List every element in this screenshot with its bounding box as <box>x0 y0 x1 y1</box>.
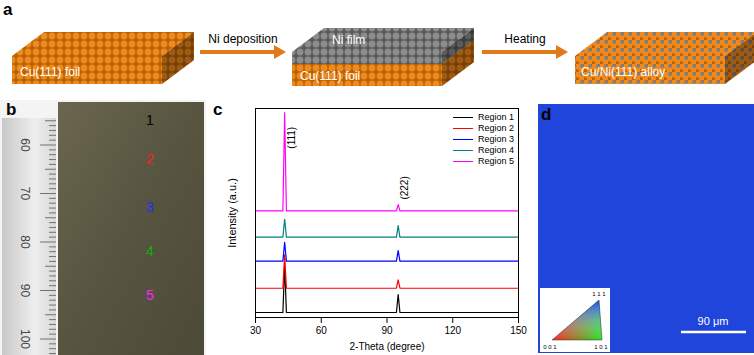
html-text:Region 1: Region 1 <box>478 112 514 122</box>
svg-text:1 0 1: 1 0 1 <box>594 344 608 350</box>
html-text:Region 5: Region 5 <box>478 156 514 166</box>
svg-text:30: 30 <box>250 325 262 336</box>
svg-text:90: 90 <box>381 325 393 336</box>
svg-text:90: 90 <box>18 284 32 298</box>
html-text:Region 2: Region 2 <box>478 123 514 133</box>
svg-text:d: d <box>541 105 551 124</box>
svg-text:60: 60 <box>18 138 32 152</box>
svg-text:4: 4 <box>146 243 154 259</box>
svg-text:2: 2 <box>146 151 154 167</box>
svg-text:a: a <box>3 0 13 19</box>
svg-text:Heating: Heating <box>504 32 545 46</box>
svg-text:Ni film: Ni film <box>332 33 365 47</box>
svg-text:90 μm: 90 μm <box>698 315 729 327</box>
svg-text:70: 70 <box>18 187 32 201</box>
svg-text:60: 60 <box>316 325 328 336</box>
svg-text:Cu(111) foil: Cu(111) foil <box>300 69 360 83</box>
html-text:c: c <box>213 100 223 119</box>
svg-text:0 0 1: 0 0 1 <box>543 344 557 350</box>
svg-text:2-Theta (degree): 2-Theta (degree) <box>349 341 424 352</box>
svg-text:(111): (111) <box>286 127 297 149</box>
svg-text:120: 120 <box>444 325 461 336</box>
html-text:Region 4: Region 4 <box>478 145 514 155</box>
svg-text:3: 3 <box>146 199 154 215</box>
svg-text:5: 5 <box>146 287 154 303</box>
svg-text:Ni deposition: Ni deposition <box>208 32 277 46</box>
svg-text:150: 150 <box>510 325 527 336</box>
svg-text:Cu(111) foil: Cu(111) foil <box>20 65 80 79</box>
svg-text:(222): (222) <box>399 176 410 199</box>
svg-text:1 1 1: 1 1 1 <box>592 291 606 297</box>
svg-text:b: b <box>6 100 16 119</box>
html-text:Region 3: Region 3 <box>478 134 514 144</box>
svg-text:1: 1 <box>146 112 154 128</box>
svg-text:Cu/Ni(111) alloy: Cu/Ni(111) alloy <box>581 65 665 79</box>
svg-text:100: 100 <box>18 329 32 349</box>
svg-text:80: 80 <box>18 235 32 249</box>
html-text:Intensity (a.u.): Intensity (a.u.) <box>226 177 238 248</box>
